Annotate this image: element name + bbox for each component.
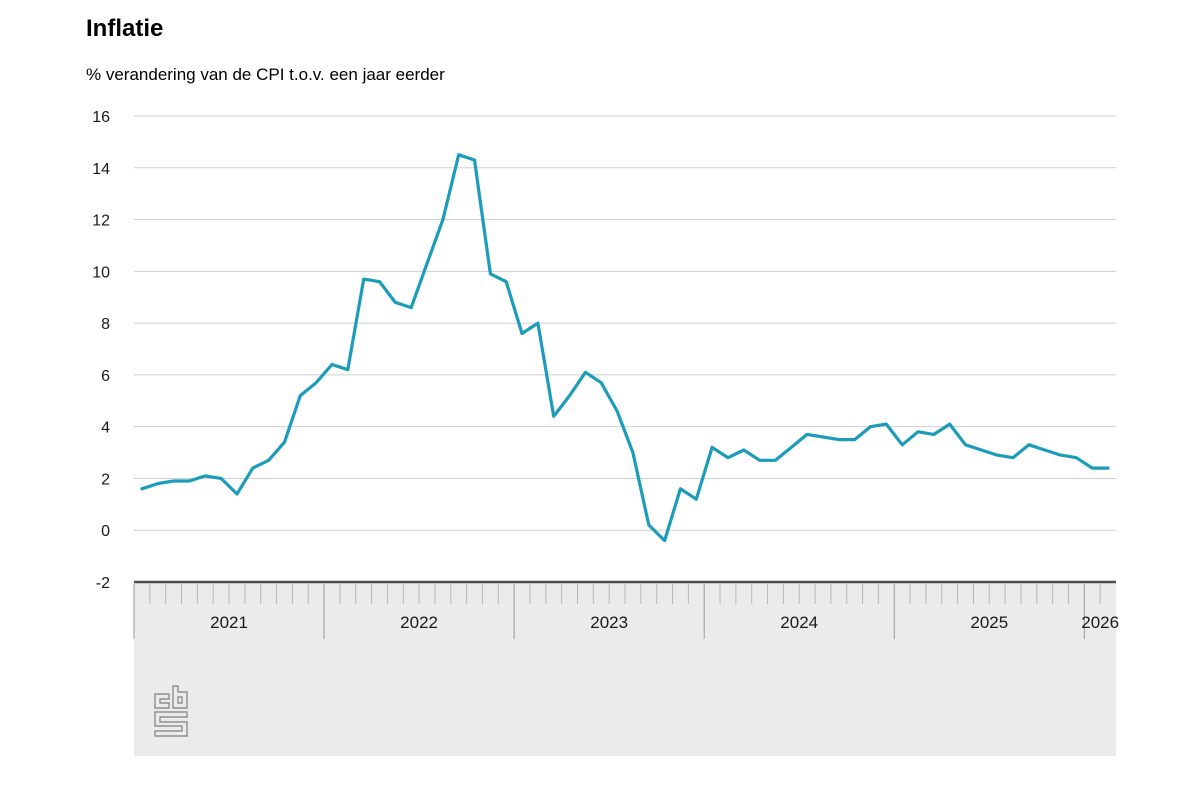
- x-year-label: 2024: [780, 613, 818, 632]
- axis-labels-layer: 16 14 12 10 8 6 4 2 0 -2 2021 2022 2023 2024 2025 2026: [92, 109, 1119, 632]
- chart-subtitle: % verandering van de CPI t.o.v. een jaar…: [86, 65, 445, 84]
- gridlines-layer: [134, 115, 1116, 531]
- x-axis-band: [134, 580, 1116, 756]
- cbs-logo-letter-b-inner: [177, 696, 183, 704]
- chart-title: Inflatie: [86, 15, 164, 42]
- x-year-label: 2021: [210, 613, 248, 632]
- x-year-label: 2023: [590, 613, 628, 632]
- cbs-logo-letter-s: [154, 711, 188, 737]
- y-tick-label: 16: [92, 109, 110, 126]
- y-tick-label: 4: [101, 420, 110, 437]
- y-tick-label: 8: [101, 316, 110, 333]
- cbs-logo-letter-c: [154, 693, 170, 709]
- y-tick-label: 10: [92, 264, 110, 281]
- y-tick-label: 6: [101, 368, 110, 385]
- x-year-label: 2022: [400, 613, 438, 632]
- cbs-logo-letter-b-outer: [172, 685, 188, 709]
- y-tick-label: 2: [101, 471, 110, 488]
- y-tick-label: 14: [92, 161, 110, 178]
- y-tick-label: -2: [96, 575, 110, 592]
- x-year-label: 2026: [1081, 613, 1119, 632]
- series-layer: [140, 153, 1110, 543]
- x-year-label: 2025: [970, 613, 1008, 632]
- y-tick-label: 0: [101, 523, 110, 540]
- cbs-logo-icon: [154, 685, 188, 737]
- x-axis-band-bg: [134, 581, 1116, 756]
- y-tick-label: 12: [92, 213, 110, 230]
- inflation-series-line: [140, 153, 1110, 543]
- axis-ticks-layer: [133, 584, 1101, 639]
